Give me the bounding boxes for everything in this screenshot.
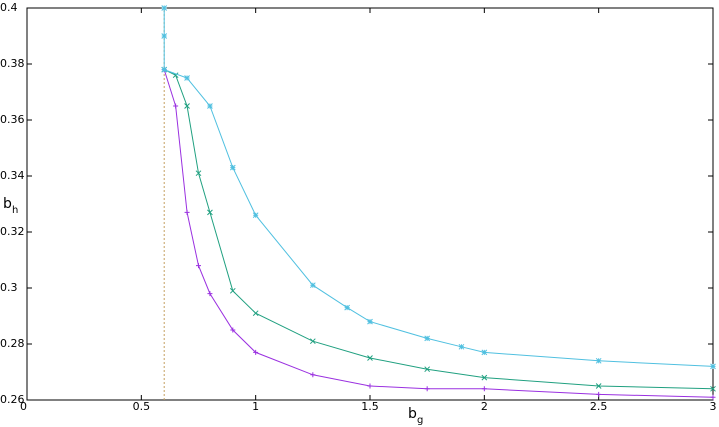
point-marker: [481, 374, 488, 381]
point-marker: [195, 170, 202, 177]
point-marker: [710, 394, 716, 400]
point-marker: [161, 33, 168, 39]
x-tick-label: 1: [252, 400, 259, 413]
x-tick-label: 0.5: [133, 400, 151, 413]
point-marker: [184, 103, 190, 109]
y-tick-label: 0.34: [0, 169, 25, 182]
point-marker: [229, 164, 236, 171]
point-marker: [424, 335, 431, 342]
point-marker: [367, 383, 373, 389]
y-axis-label-sub: h: [12, 205, 18, 216]
point-marker: [253, 349, 259, 355]
x-axis-label-sub: g: [417, 415, 423, 426]
point-marker: [184, 75, 190, 81]
series-line: [163, 8, 714, 367]
x-tick-label: 0: [20, 400, 27, 413]
y-axis-label: b: [3, 196, 12, 212]
y-tick-label: 0.4: [0, 1, 18, 14]
point-marker: [309, 282, 316, 289]
x-axis-label: b: [408, 406, 417, 422]
point-marker: [310, 372, 316, 378]
point-marker: [424, 386, 430, 392]
point-marker: [710, 363, 716, 370]
y-tick-label: 0.38: [0, 57, 25, 70]
point-marker: [367, 318, 373, 325]
point-marker: [309, 338, 316, 345]
x-tick-label: 2.5: [590, 400, 608, 413]
point-marker: [229, 287, 236, 294]
point-marker: [367, 355, 373, 361]
y-tick-label: 0.26: [0, 393, 25, 406]
y-tick-label: 0.28: [0, 337, 25, 350]
point-marker: [595, 357, 602, 364]
point-marker: [161, 66, 168, 73]
x-tick-label: 3: [710, 400, 717, 413]
point-marker: [207, 291, 213, 297]
plot-frame: [26, 7, 714, 401]
point-marker: [230, 327, 236, 333]
point-marker: [481, 386, 487, 392]
point-marker: [173, 103, 179, 109]
point-marker: [207, 209, 213, 216]
y-tick-label: 0.32: [0, 225, 25, 238]
point-marker: [424, 366, 431, 373]
x-tick-label: 1.5: [361, 400, 379, 413]
point-marker: [481, 349, 488, 356]
point-marker: [252, 212, 259, 219]
point-marker: [344, 304, 350, 311]
point-marker: [196, 263, 201, 269]
point-marker: [184, 209, 190, 215]
point-marker: [595, 383, 602, 389]
y-tick-label: 0.36: [0, 113, 25, 126]
point-marker: [161, 5, 168, 11]
point-marker: [252, 310, 259, 317]
point-marker: [596, 391, 602, 397]
series-line: [163, 69, 714, 398]
y-tick-label: 0.3: [0, 281, 18, 294]
point-marker: [710, 385, 716, 392]
point-marker: [458, 343, 465, 350]
x-tick-label: 2: [481, 400, 488, 413]
point-marker: [207, 103, 213, 109]
